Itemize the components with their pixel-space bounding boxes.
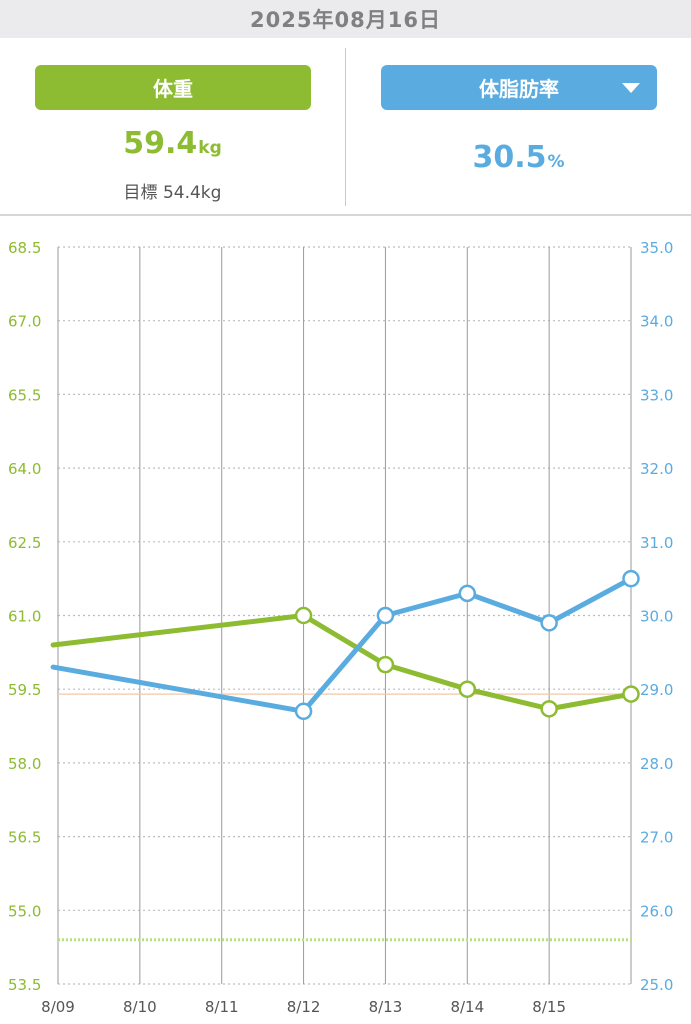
body-fat-panel: 体脂肪率 30.5% [346,38,691,214]
x-tick-label: 8/15 [532,998,566,1016]
y-left-tick-label: 53.5 [8,976,41,994]
weight-data-point [294,606,313,625]
y-left-tick-label: 68.5 [8,239,41,257]
y-left-tick-label: 64.0 [8,460,41,478]
body-fat-data-point [622,569,640,588]
date-header: 2025年08月16日 [0,0,691,38]
body-fat-number: 30.5 [472,140,547,175]
y-left-tick-label: 55.0 [8,902,41,920]
y-right-tick-label: 28.0 [640,755,673,773]
weight-number: 59.4 [123,126,198,161]
y-left-tick-label: 65.5 [8,386,41,404]
body-fat-data-point [376,606,395,625]
x-tick-label: 8/10 [123,998,157,1016]
x-tick-label: 8/13 [369,998,403,1016]
y-right-tick-label: 26.0 [640,902,673,920]
weight-tab-label: 体重 [153,77,193,101]
weight-panel: 体重 59.4kg 目標 54.4kg [0,38,345,214]
body-fat-data-point [294,702,313,721]
body-fat-value: 30.5% [346,140,691,175]
body-fat-data-point [540,614,558,632]
y-left-tick-label: 61.0 [8,608,41,626]
y-left-tick-label: 58.0 [8,755,41,773]
weight-unit: kg [198,138,222,158]
x-tick-label: 8/12 [287,998,321,1016]
weight-data-point [540,700,558,718]
goal-weight: 目標 54.4kg [0,178,345,203]
y-right-tick-label: 25.0 [640,976,673,994]
weight-bodyfat-chart: 68.5 67.0 65.5 64.0 62.5 61.0 59.5 58.0 56.5 55.0… [8,239,673,1016]
panel-divider [345,48,346,206]
weight-data-point [622,685,640,703]
weight-series-line [50,613,634,712]
y-right-tick-label: 27.0 [640,829,673,847]
y-right-tick-label: 29.0 [640,681,673,699]
y-left-tick-label: 56.5 [8,829,41,847]
weight-tab[interactable]: 体重 [35,65,311,110]
y-right-tick-label: 33.0 [640,386,673,404]
chevron-down-icon [622,83,640,93]
x-tick-label: 8/11 [205,998,239,1016]
header-divider [0,214,691,216]
y-right-tick-label: 32.0 [640,460,673,478]
body-fat-series-line [50,576,634,714]
date-label: 2025年08月16日 [250,8,441,32]
body-fat-tab-label: 体脂肪率 [479,77,559,101]
weight-data-point [376,655,395,674]
weight-data-point [458,680,477,698]
y-left-tick-label: 59.5 [8,681,41,699]
body-fat-unit: % [547,152,565,172]
y-right-tick-label: 30.0 [640,608,673,626]
weight-value: 59.4kg [0,126,345,161]
y-right-tick-label: 31.0 [640,534,673,552]
body-fat-dropdown[interactable]: 体脂肪率 [381,65,657,110]
x-tick-label: 8/09 [41,998,75,1016]
x-tick-label: 8/14 [450,998,484,1016]
y-left-tick-label: 62.5 [8,534,41,552]
y-right-tick-label: 35.0 [640,239,673,257]
body-fat-data-point [458,584,477,603]
y-right-tick-label: 34.0 [640,313,673,331]
goal-label: 目標 [123,183,158,203]
goal-value: 54.4kg [162,183,222,203]
y-left-tick-label: 67.0 [8,313,41,331]
